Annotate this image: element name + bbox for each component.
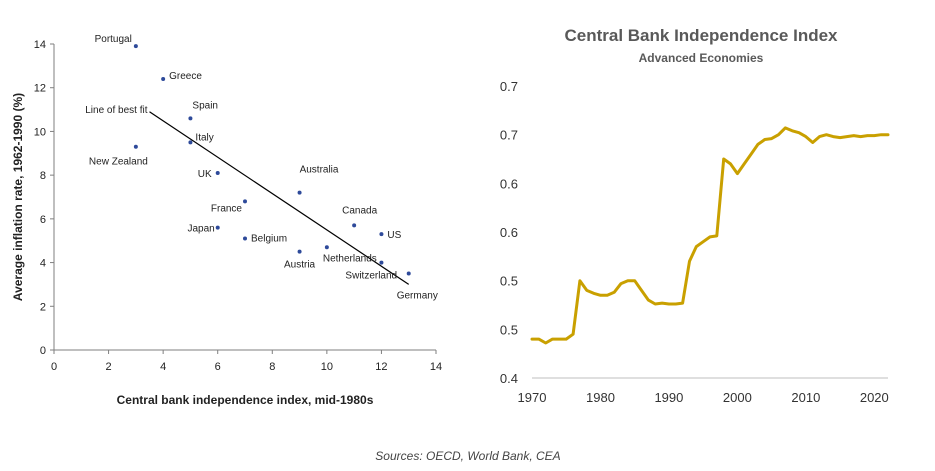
scatter-point-label: Japan <box>187 224 214 235</box>
scatter-point-label: Australia <box>300 165 339 176</box>
scatter-point <box>352 223 357 228</box>
left-y-tick-label: 10 <box>34 126 46 138</box>
scatter-point-label: Greece <box>169 71 202 82</box>
scatter-point <box>297 190 302 195</box>
right-y-tick-label: 0.7 <box>500 128 518 143</box>
right-chart-title: Central Bank Independence Index <box>564 26 838 45</box>
fit-line-label: Line of best fit <box>85 105 147 116</box>
cbi-index-line <box>530 126 890 345</box>
scatter-point <box>215 170 220 175</box>
left-y-tick-label: 8 <box>40 170 46 182</box>
left-y-axis-label: Average inflation rate, 1962-1990 (%) <box>11 93 25 301</box>
scatter-point <box>379 232 384 237</box>
right-y-axis-ticks: 0.4 0.5 0.5 0.6 0.6 0.7 0.7 <box>500 79 518 386</box>
left-y-tick-label: 14 <box>34 39 46 51</box>
right-series <box>530 126 890 345</box>
scatter-point <box>215 225 220 230</box>
left-y-axis-ticks: 0 2 4 6 8 10 12 14 <box>34 39 54 357</box>
left-x-tick-label: 2 <box>106 361 112 373</box>
scatter-point <box>161 76 166 81</box>
fit-line-group: Line of best fit <box>85 105 410 285</box>
scatter-point <box>243 199 247 204</box>
scatter-point <box>188 140 193 145</box>
right-x-tick-label: 2000 <box>723 390 752 405</box>
left-x-axis-ticks: 0 2 4 6 8 10 12 14 <box>51 350 442 373</box>
scatter-point <box>324 245 329 250</box>
source-note: Sources: OECD, World Bank, CEA <box>375 449 560 463</box>
scatter-point-label: Austria <box>284 260 316 271</box>
left-x-tick-label: 12 <box>375 361 387 373</box>
scatter-point-label: New Zealand <box>89 157 148 168</box>
right-y-tick-label: 0.5 <box>500 274 518 289</box>
line-of-best-fit <box>149 111 410 285</box>
left-x-tick-label: 10 <box>321 361 333 373</box>
scatter-point-label: Switzerland <box>345 271 397 282</box>
left-scatter-chart: 0 2 4 6 8 10 12 14 0 2 4 6 8 10 12 14 Line of best fit… <box>11 34 442 407</box>
scatter-point <box>133 144 138 149</box>
right-line-chart: Central Bank Independence Index Advanced… <box>500 26 890 405</box>
left-x-axis-label: Central bank independence index, mid-198… <box>117 393 374 407</box>
scatter-points <box>133 44 411 276</box>
right-y-tick-label: 0.7 <box>500 79 518 94</box>
left-x-tick-label: 8 <box>269 361 275 373</box>
scatter-point-label: Italy <box>195 132 213 143</box>
right-x-tick-label: 1990 <box>654 390 683 405</box>
scatter-point-label: France <box>211 203 243 214</box>
left-x-tick-label: 14 <box>430 361 442 373</box>
scatter-point <box>188 116 193 121</box>
right-y-tick-label: 0.5 <box>500 322 518 337</box>
scatter-point <box>133 44 138 49</box>
right-x-tick-label: 1980 <box>586 390 615 405</box>
scatter-point-label: Belgium <box>251 234 287 245</box>
scatter-point-label: Germany <box>397 291 438 302</box>
left-x-tick-label: 6 <box>215 361 221 373</box>
scatter-point-labels: Portugal Greece Spain Italy New Zealand UK Aus… <box>89 34 438 301</box>
left-x-tick-label: 0 <box>51 361 57 373</box>
scatter-point-label: US <box>387 230 401 241</box>
right-x-tick-label: 2010 <box>791 390 820 405</box>
right-x-tick-label: 2020 <box>860 390 889 405</box>
left-y-tick-label: 6 <box>40 214 46 226</box>
scatter-point-label: Netherlands <box>323 253 377 264</box>
right-y-tick-label: 0.6 <box>500 225 518 240</box>
left-y-tick-label: 4 <box>40 258 46 270</box>
left-y-tick-label: 2 <box>40 301 46 313</box>
scatter-point-label: Portugal <box>95 34 132 45</box>
left-x-tick-label: 4 <box>160 361 166 373</box>
right-y-tick-label: 0.6 <box>500 176 518 191</box>
left-y-tick-label: 12 <box>34 83 46 95</box>
right-x-axis-ticks: 1970 1980 1990 2000 2010 2020 <box>518 390 889 405</box>
right-chart-subtitle: Advanced Economies <box>639 51 764 65</box>
scatter-point <box>297 249 302 254</box>
scatter-point-label: Spain <box>192 100 218 111</box>
scatter-point <box>379 260 384 265</box>
right-y-tick-label: 0.4 <box>500 371 518 386</box>
left-y-tick-label: 0 <box>40 345 46 357</box>
scatter-point-label: Canada <box>342 205 377 216</box>
right-x-tick-label: 1970 <box>518 390 547 405</box>
scatter-point <box>243 236 247 241</box>
scatter-point-label: UK <box>198 169 212 180</box>
scatter-point <box>406 271 411 276</box>
